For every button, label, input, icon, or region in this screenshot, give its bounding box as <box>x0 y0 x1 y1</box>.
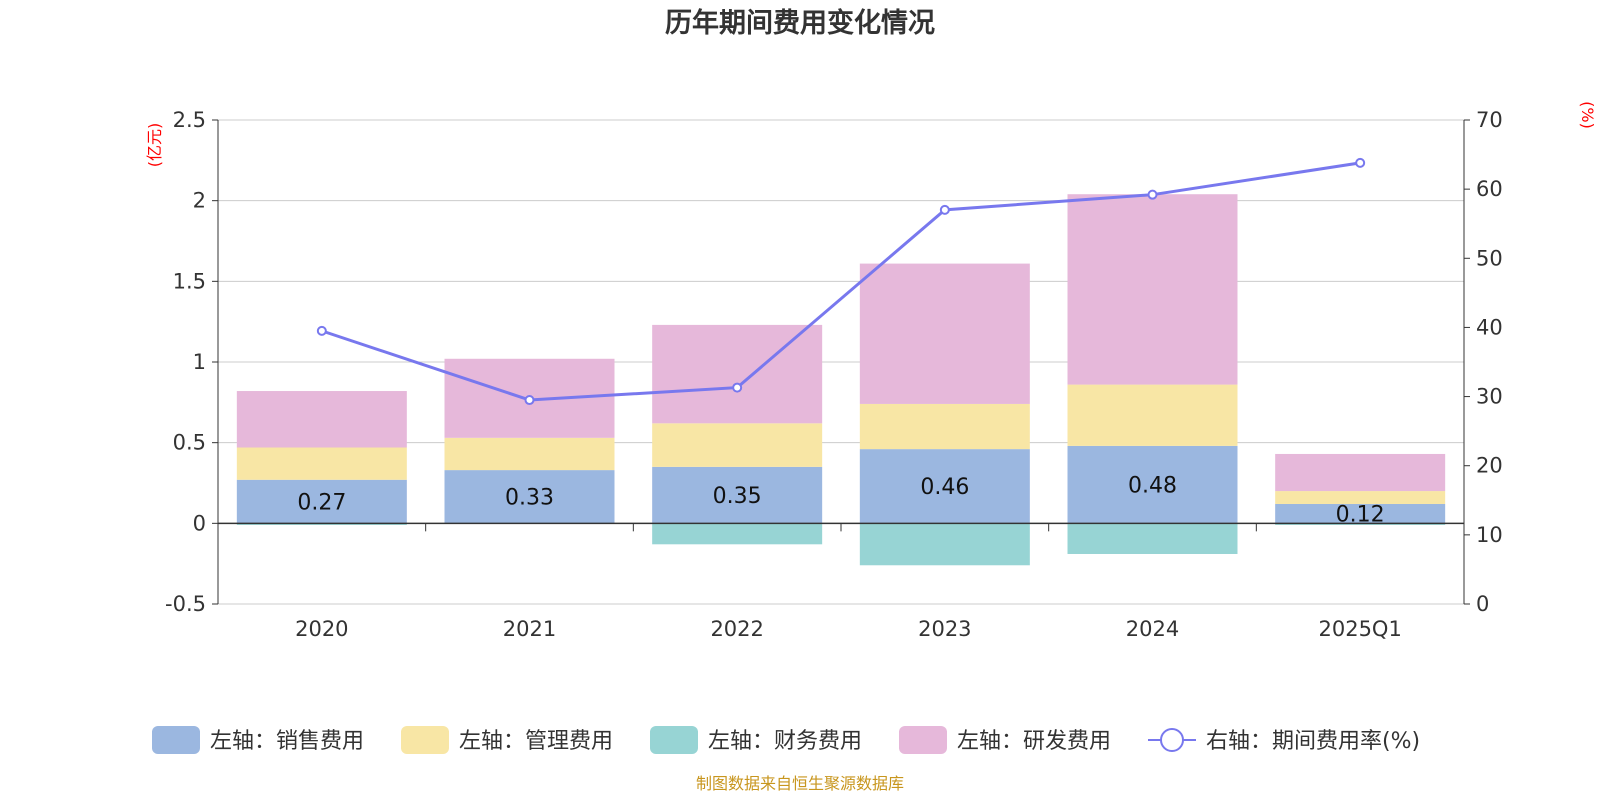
rate-point <box>316 325 327 336</box>
bar-segment-3 <box>1275 523 1446 525</box>
right-tick-label: 30 <box>1476 385 1503 409</box>
source-note: 制图数据来自恒生聚源数据库 <box>696 774 904 793</box>
legend-swatch <box>899 726 947 754</box>
bar-segment-3 <box>236 523 407 525</box>
bar-segment-2 <box>859 403 1030 450</box>
bar-segment-2 <box>444 437 615 471</box>
legend-circle-swatch <box>1160 728 1184 752</box>
bar-segment-3 <box>859 523 1030 566</box>
legend: 左轴：销售费用 左轴：管理费用 左轴：财务费用 左轴：研发费用 右轴：期间费用率(%) <box>152 726 1420 754</box>
legend-label: 右轴：期间费用率(%) <box>1206 729 1420 754</box>
right-tick-label: 60 <box>1476 177 1503 201</box>
bar-segment-4 <box>652 324 823 424</box>
data-label: 0.46 <box>920 475 969 500</box>
x-tick-label: 2022 <box>710 617 763 641</box>
bars <box>236 194 1446 566</box>
left-tick-label: 0.5 <box>173 431 206 455</box>
bar-segment-4 <box>1275 453 1446 492</box>
bar-segment-4 <box>859 263 1030 404</box>
right-axis-unit: (%) <box>1578 101 1597 129</box>
legend-label: 左轴：研发费用 <box>957 729 1111 754</box>
rate-point <box>732 382 743 393</box>
bar-segment-1 <box>1275 503 1446 524</box>
right-tick-label: 0 <box>1476 592 1489 616</box>
data-label: 0.33 <box>505 486 554 511</box>
bar-segment-2 <box>1275 491 1446 504</box>
rate-line-path <box>321 161 1361 402</box>
rate-point <box>524 395 535 406</box>
right-tick-label: 20 <box>1476 454 1503 478</box>
x-tick-label: 2021 <box>503 617 556 641</box>
bar-segment-1 <box>444 470 615 524</box>
legend-swatch <box>650 726 698 754</box>
bar-segment-1 <box>652 466 823 524</box>
left-tick-label: 2.5 <box>173 108 206 132</box>
rate-point <box>939 204 950 215</box>
x-tick-label: 2024 <box>1126 617 1179 641</box>
legend-label: 左轴：财务费用 <box>708 729 862 754</box>
right-tick-label: 10 <box>1476 523 1503 547</box>
left-axis-unit: (亿元) <box>145 123 164 168</box>
data-label: 0.12 <box>1336 503 1385 528</box>
rate-point <box>1147 189 1158 200</box>
left-tick-label: 1 <box>193 350 206 374</box>
right-tick-label: 40 <box>1476 315 1503 339</box>
bar-segment-1 <box>859 449 1030 524</box>
bar-segment-4 <box>236 391 407 448</box>
left-tick-label: 1.5 <box>173 269 206 293</box>
data-labels: 0.27 0.33 0.35 0.46 0.48 0.12 <box>297 474 1384 528</box>
data-label: 0.48 <box>1128 474 1177 499</box>
legend-swatch <box>152 726 200 754</box>
chart-title: 历年期间费用变化情况 <box>665 7 935 39</box>
legend-label: 左轴：销售费用 <box>210 729 364 754</box>
left-tick-label: -0.5 <box>165 592 206 616</box>
left-tick-label: 0 <box>193 511 206 535</box>
data-label: 0.35 <box>713 484 762 509</box>
legend-label: 左轴：管理费用 <box>459 729 613 754</box>
legend-swatch <box>401 726 449 754</box>
bar-segment-2 <box>236 447 407 480</box>
left-tick-label: 2 <box>193 189 206 213</box>
grid <box>218 119 1464 605</box>
bar-segment-3 <box>1067 523 1238 554</box>
x-tick-label: 2020 <box>295 617 348 641</box>
rate-point <box>1355 157 1366 168</box>
bar-segment-2 <box>1067 384 1238 446</box>
bar-segment-3 <box>652 523 823 545</box>
bar-segment-2 <box>652 423 823 467</box>
right-tick-label: 50 <box>1476 246 1503 270</box>
bar-segment-1 <box>1067 445 1238 524</box>
bar-segment-1 <box>236 479 407 524</box>
axes: 2.5 2 1.5 1 0.5 0 -0.5 70 60 50 40 30 20 10 0 2020 2021 2… <box>165 108 1503 641</box>
rate-line <box>316 157 1366 406</box>
data-label: 0.27 <box>297 491 346 516</box>
x-tick-label: 2025Q1 <box>1318 617 1401 641</box>
bar-segment-4 <box>1067 194 1238 385</box>
right-tick-label: 70 <box>1476 108 1503 132</box>
x-tick-label: 2023 <box>918 617 971 641</box>
